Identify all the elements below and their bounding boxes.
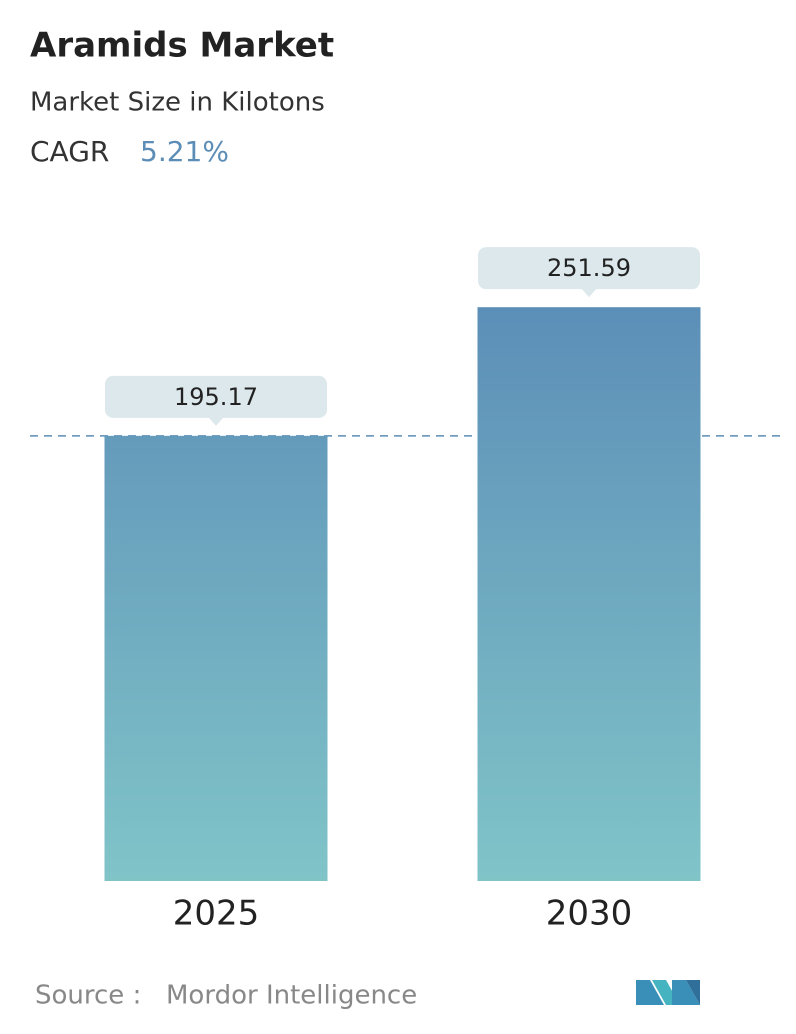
value-label: 195.17 — [174, 383, 258, 411]
source-label: Source : — [35, 981, 141, 1011]
value-callout — [478, 247, 700, 290]
callout-pointer — [581, 288, 597, 298]
chart-title: Aramids Market — [30, 26, 334, 66]
x-tick-label: 2030 — [546, 894, 633, 934]
value-label: 251.59 — [547, 254, 631, 282]
callout-pointer — [208, 416, 224, 426]
cagr-label: CAGR — [30, 135, 109, 168]
bar — [477, 307, 701, 881]
source: Mordor Intelligence — [166, 981, 417, 1011]
cagr-value: 5.21% — [140, 135, 229, 168]
plot: 195.17 2025 251.59 2030 — [30, 247, 785, 934]
value-callout — [105, 375, 327, 418]
x-tick-label: 2025 — [173, 894, 260, 934]
bar — [104, 435, 328, 881]
logo — [636, 980, 700, 1005]
chart-subtitle: Market Size in Kilotons — [30, 88, 325, 118]
